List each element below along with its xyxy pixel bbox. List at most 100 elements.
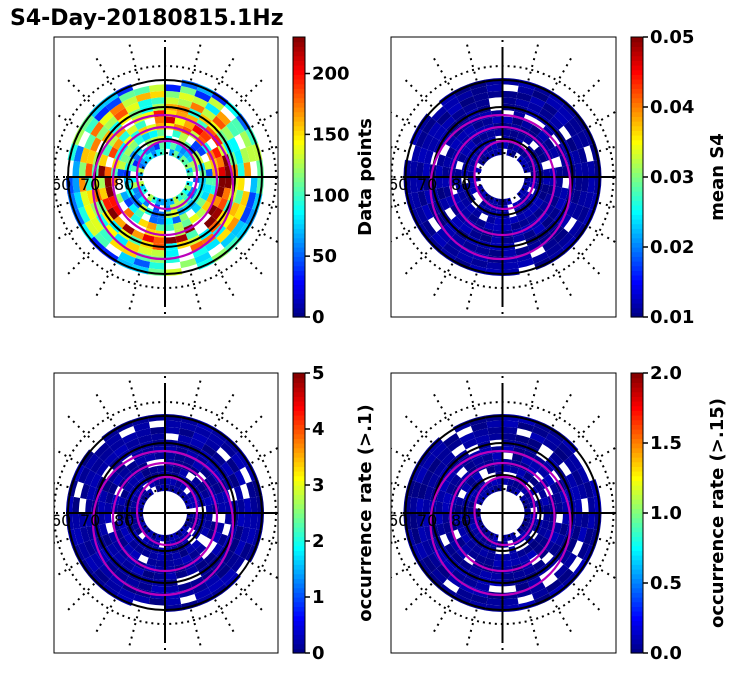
heatmap-cell <box>577 483 588 500</box>
heatmap-cell <box>148 130 158 139</box>
heatmap-cell <box>553 186 563 198</box>
colorbar-step <box>293 447 305 453</box>
heatmap-cell <box>80 190 91 207</box>
colorbar-step <box>293 550 305 556</box>
heatmap-cell <box>226 552 240 569</box>
heatmap-cell <box>156 129 165 137</box>
heatmap-cell <box>422 513 431 527</box>
heatmap-cell <box>562 437 579 454</box>
heatmap-cell <box>78 466 91 484</box>
heatmap-cell <box>107 543 119 557</box>
heatmap-cell <box>538 527 548 537</box>
heatmap-cell <box>435 513 443 525</box>
heatmap-cell <box>422 220 437 237</box>
heatmap-cell <box>484 488 492 497</box>
heatmap-cell <box>215 492 225 504</box>
heatmap-cell <box>148 261 165 270</box>
heatmap-cell <box>445 195 456 208</box>
heatmap-cell <box>185 229 199 240</box>
colorbar-step <box>293 513 305 519</box>
heatmap-cell <box>423 149 434 165</box>
heatmap-cell <box>478 548 489 558</box>
heatmap-cell <box>151 585 165 593</box>
heatmap-cell <box>531 587 549 600</box>
colorbar-step <box>293 541 305 547</box>
heatmap-cell <box>537 211 549 224</box>
heatmap-cell <box>190 240 205 252</box>
heatmap-cell <box>545 96 563 111</box>
heatmap-cell <box>531 90 549 103</box>
heatmap-cell <box>531 426 549 439</box>
heatmap-cell <box>73 191 85 209</box>
heatmap-cell <box>125 438 140 450</box>
heatmap-cell <box>117 168 125 177</box>
heatmap-cell <box>509 466 519 475</box>
heatmap-cell <box>456 90 474 103</box>
heatmap-cell <box>545 579 563 594</box>
colorbar-step <box>631 144 643 150</box>
colorbar-step <box>631 377 643 383</box>
lat-label-80: 80 <box>451 511 471 530</box>
heatmap-cell <box>216 110 232 126</box>
heatmap-cell <box>103 451 118 466</box>
heatmap-cell <box>455 536 466 548</box>
heatmap-cell <box>502 426 518 435</box>
heatmap-cell <box>457 153 467 163</box>
heatmap-cell <box>513 569 526 579</box>
heatmap-cell <box>234 540 246 557</box>
heatmap-cell <box>545 243 563 258</box>
colorbar-step <box>631 135 643 141</box>
heatmap-cell <box>165 217 174 225</box>
heatmap-cell <box>543 504 551 513</box>
colorbar-frame <box>292 372 306 654</box>
heatmap-cell <box>454 168 462 177</box>
heatmap-cell <box>78 542 91 560</box>
heatmap-cell <box>90 121 104 138</box>
heatmap-cell <box>502 236 515 244</box>
heatmap-cell <box>538 489 548 499</box>
heatmap-cell <box>85 499 93 513</box>
heatmap-cell <box>486 84 503 93</box>
heatmap-cell <box>118 466 131 479</box>
heatmap-cell <box>526 549 538 560</box>
heatmap-cell <box>200 191 210 201</box>
colorbar-step <box>631 293 643 299</box>
heatmap-cell <box>220 232 236 248</box>
heatmap-cell <box>521 520 530 528</box>
heatmap-cell <box>529 96 546 108</box>
heatmap-cell <box>455 200 466 212</box>
colorbar-step <box>293 485 305 491</box>
heatmap-cell <box>450 540 462 552</box>
heatmap-cell <box>436 446 452 462</box>
colorbar-step <box>631 634 643 640</box>
heatmap-cell <box>184 520 192 528</box>
heatmap-cell <box>217 197 228 211</box>
heatmap-cell <box>226 216 240 233</box>
heatmap-cell <box>175 233 188 243</box>
heatmap-cell <box>519 188 528 196</box>
colorbar-step <box>631 387 643 393</box>
colorbar-step <box>631 489 643 495</box>
colorbar-step <box>293 163 305 169</box>
colorbar-step <box>631 629 643 635</box>
heatmap-cell <box>239 147 250 164</box>
colorbar-step <box>631 447 643 453</box>
heatmap-cell <box>534 146 544 157</box>
heatmap-cell <box>146 488 154 497</box>
heatmap-cell <box>451 569 466 583</box>
heatmap-cell <box>188 549 200 560</box>
heatmap-cell <box>218 177 226 188</box>
heatmap-cell <box>231 556 246 573</box>
heatmap-cell <box>422 163 431 177</box>
heatmap-cell <box>488 532 495 540</box>
colorbar-step <box>293 559 305 565</box>
heatmap-cell <box>581 177 589 192</box>
heatmap-cell <box>555 166 563 177</box>
colorbar-step <box>293 111 305 117</box>
heatmap-cell <box>502 97 517 105</box>
heatmap-cell <box>566 538 578 553</box>
heatmap-cell <box>411 191 422 209</box>
heatmap-cell <box>463 460 476 472</box>
heatmap-cell <box>150 532 158 540</box>
heatmap-cell <box>192 432 209 444</box>
